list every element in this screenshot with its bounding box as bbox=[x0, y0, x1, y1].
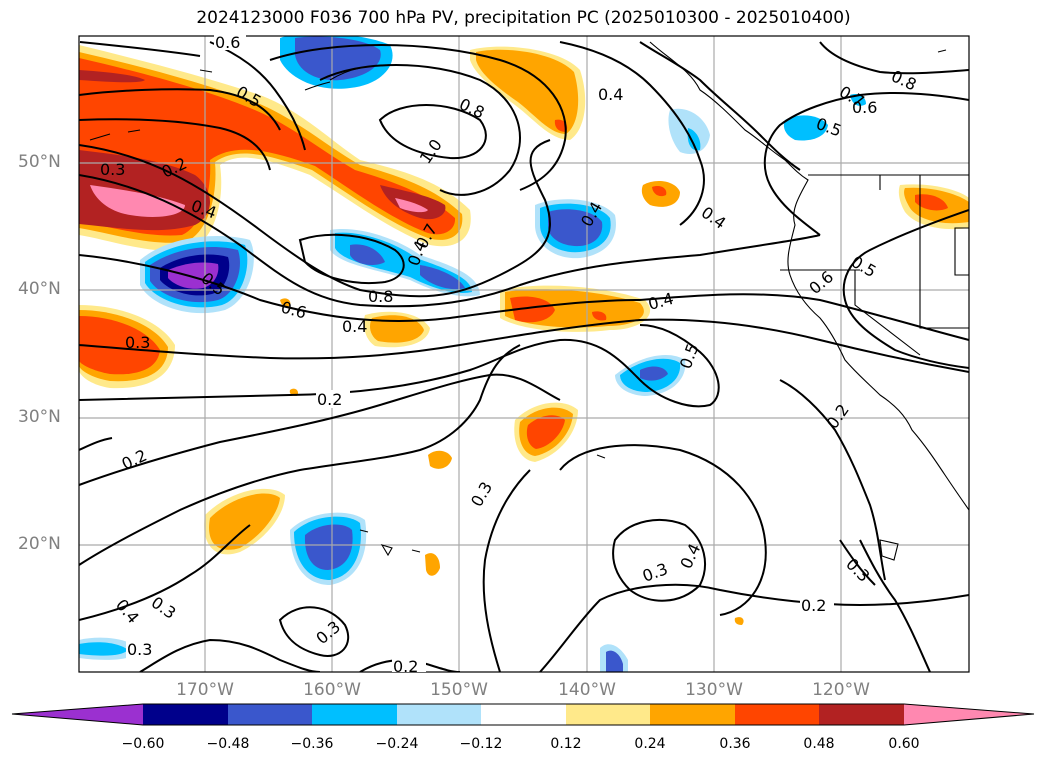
contour-label: 0.2 bbox=[801, 596, 826, 615]
contour-label: 0.4 bbox=[342, 317, 367, 336]
colorbar-segment bbox=[143, 704, 228, 725]
longitude-label-130w: 130°W bbox=[685, 680, 743, 700]
longitude-label-160w: 160°W bbox=[303, 680, 361, 700]
colorbar-tick-label: −0.24 bbox=[375, 736, 419, 752]
colorbar-high-extend bbox=[904, 704, 1034, 725]
longitude-label-120w: 120°W bbox=[812, 680, 870, 700]
pv-contours bbox=[79, 41, 969, 672]
chart-title: 2024123000 F036 700 hPa PV, precipitatio… bbox=[196, 8, 851, 28]
colorbar-tick-label: 0.12 bbox=[550, 736, 582, 752]
colorbar-low-extend bbox=[12, 704, 143, 725]
map-layer bbox=[79, 36, 969, 672]
coastlines bbox=[89, 41, 969, 561]
colorbar-tick-label: −0.48 bbox=[206, 736, 250, 752]
colorbar-tick-label: −0.36 bbox=[290, 736, 334, 752]
contour-labels: 0.6 0.5 0.8 1.0 0.4 0.4 0.7 0.8 0.5 0.6 … bbox=[100, 33, 919, 676]
longitude-label-140w: 140°W bbox=[558, 680, 616, 700]
latitude-label-40n: 40°N bbox=[18, 279, 61, 299]
contour-label: 0.4 bbox=[598, 85, 623, 104]
contour-label: 0.8 bbox=[368, 287, 393, 306]
latitude-label-50n: 50°N bbox=[18, 152, 61, 172]
colorbar-tick-label: 0.48 bbox=[803, 736, 835, 752]
colorbar-segment bbox=[735, 704, 819, 725]
contour-label: 0.3 bbox=[127, 640, 152, 659]
colorbar-tick-label: 0.24 bbox=[634, 736, 666, 752]
contour-label: 0.2 bbox=[393, 657, 418, 676]
colorbar-segment bbox=[566, 704, 650, 725]
longitude-label-150w: 150°W bbox=[430, 680, 488, 700]
latitude-label-20n: 20°N bbox=[18, 534, 61, 554]
colorbar-segment bbox=[312, 704, 397, 725]
contour-label: 0.2 bbox=[317, 390, 342, 409]
colorbar-tick-label: −0.60 bbox=[121, 736, 165, 752]
colorbar-tick-label: 0.36 bbox=[719, 736, 751, 752]
colorbar-tick-label: 0.60 bbox=[888, 736, 920, 752]
colorbar-tick-label: −0.12 bbox=[459, 736, 503, 752]
colorbar-segment bbox=[650, 704, 735, 725]
colorbar-segment bbox=[228, 704, 312, 725]
contour-label: 0.3 bbox=[125, 333, 150, 352]
colorbar-segment bbox=[397, 704, 481, 725]
contour-label: 0.6 bbox=[215, 33, 240, 52]
colorbar bbox=[11, 703, 1035, 726]
colorbar-segment bbox=[481, 704, 566, 725]
colorbar-segment bbox=[819, 704, 904, 725]
precip-shading bbox=[79, 36, 969, 672]
longitude-label-170w: 170°W bbox=[176, 680, 234, 700]
contour-label: 0.6 bbox=[852, 98, 877, 117]
latitude-label-30n: 30°N bbox=[18, 407, 61, 427]
map-frame bbox=[78, 35, 970, 673]
contour-label: 0.3 bbox=[100, 160, 125, 179]
